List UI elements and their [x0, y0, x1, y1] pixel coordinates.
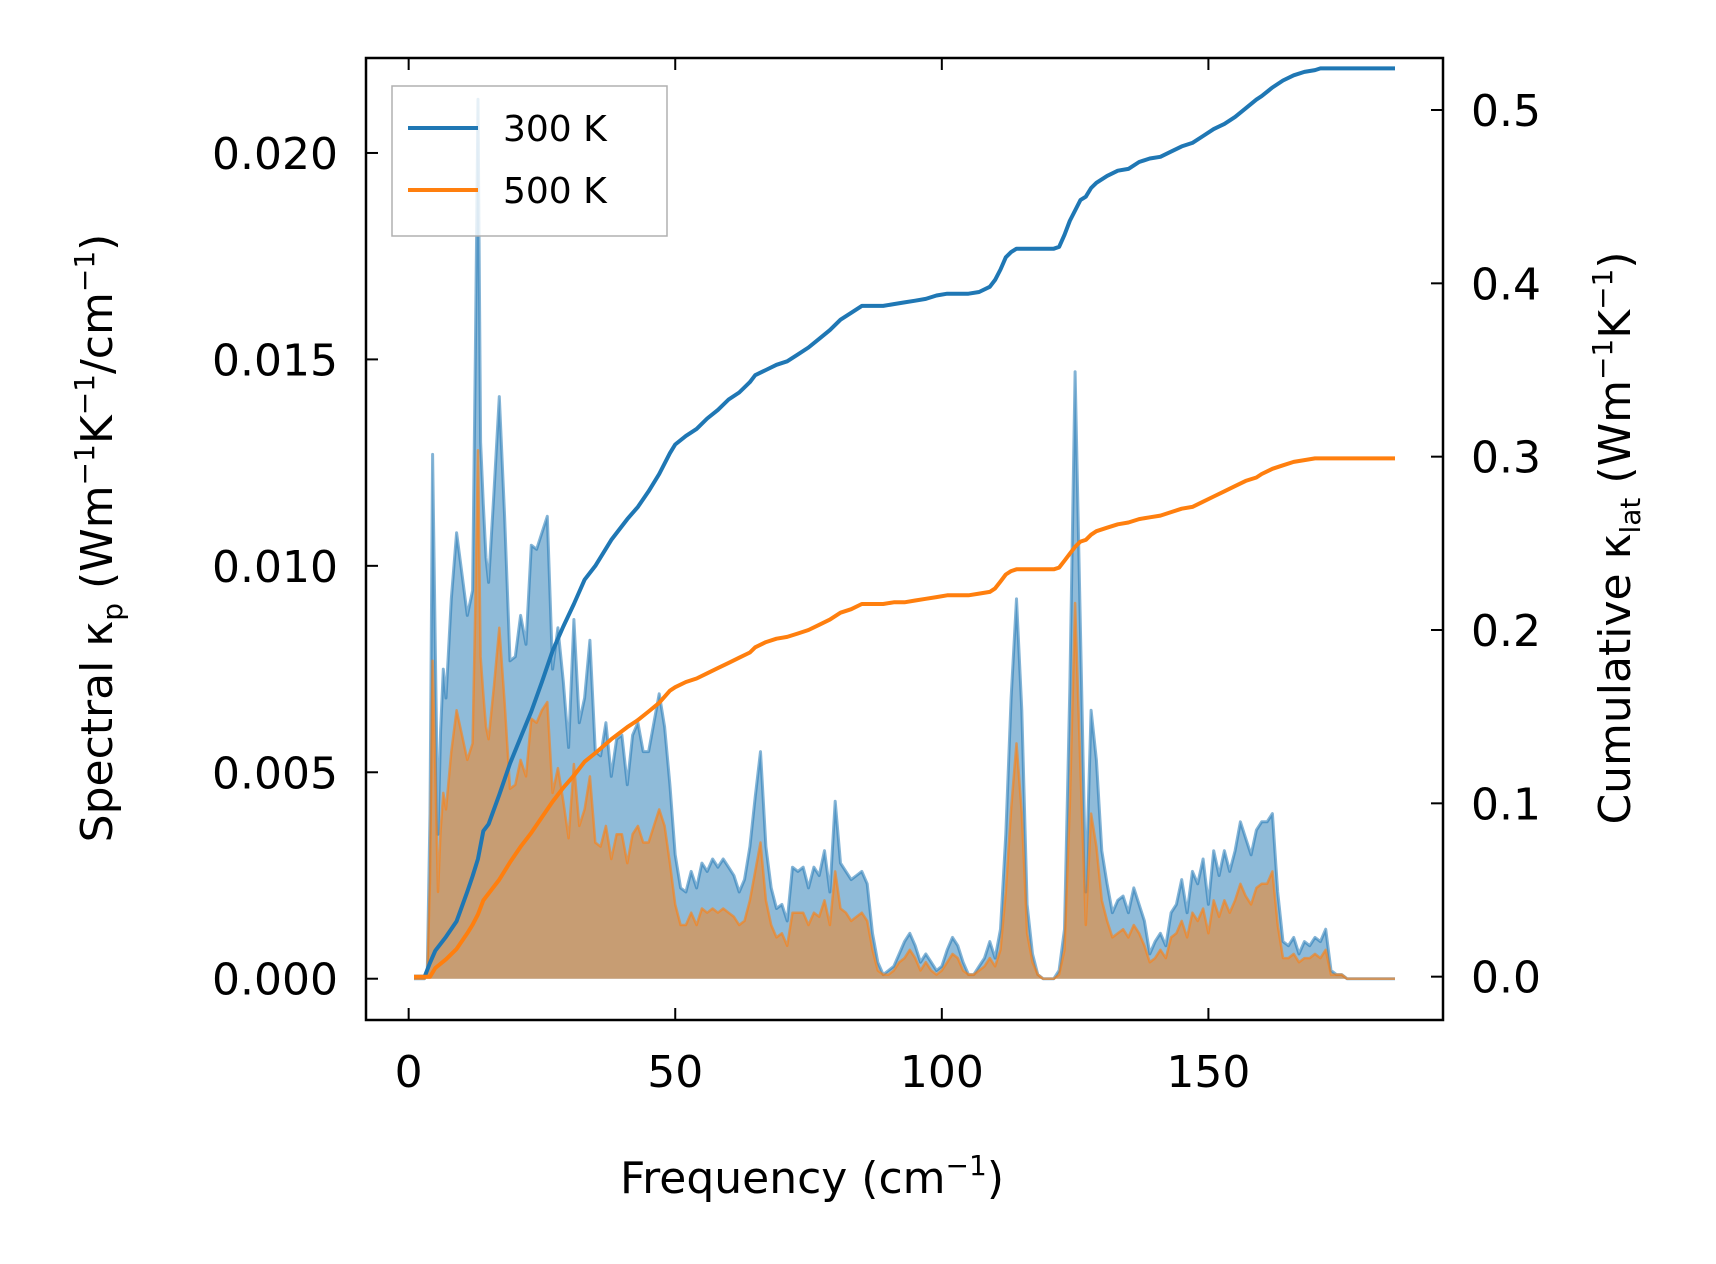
spectral-500k-line: [414, 448, 1395, 980]
cumulative-300k-line: [414, 66, 1395, 979]
y-right-tick-label: 0.5: [1471, 86, 1541, 137]
x-tick-label: 150: [1166, 1047, 1250, 1098]
y-right-tick-label: 0.2: [1471, 606, 1541, 657]
legend-frame: [391, 85, 668, 237]
x-axis-label: Frequency (cm−1): [620, 1149, 1004, 1204]
plot-frame: [364, 56, 1445, 1022]
legend-label-300k: 300 K: [503, 109, 608, 150]
y-right-axis-label: Cumulative κlat (Wm−1K−1): [1586, 251, 1647, 824]
legend-label-500k: 500 K: [503, 171, 608, 212]
x-tick-label: 50: [647, 1047, 703, 1098]
y-left-tick-label: 0.000: [212, 955, 338, 1006]
spectral-300k-line: [414, 97, 1395, 981]
cumulative-500k-line: [414, 456, 1395, 979]
y-left-tick-label: 0.015: [212, 335, 338, 386]
y-left-tick-label: 0.010: [212, 542, 338, 593]
axes-layer: 0 50 100 150 0.000 0.005 0.010 0.015 0.020 0.0 0.1…: [212, 56, 1541, 1098]
y-left-axis-label: Spectral κp (Wm−1K−1/cm−1): [68, 234, 129, 843]
legend: 300 K 500 K: [391, 85, 668, 237]
spectral-300k-area: [414, 99, 1395, 979]
x-tick-label: 0: [395, 1047, 423, 1098]
y-left-tick-label: 0.005: [212, 748, 338, 799]
y-right-tick-label: 0.0: [1471, 953, 1541, 1004]
y-left-tick-label: 0.020: [212, 129, 338, 180]
data-layer: [414, 66, 1395, 981]
spectral-500k-area: [414, 450, 1395, 979]
x-tick-label: 100: [900, 1047, 984, 1098]
y-right-tick-label: 0.1: [1471, 779, 1541, 830]
y-right-tick-label: 0.3: [1471, 433, 1541, 484]
y-right-tick-label: 0.4: [1471, 259, 1541, 310]
